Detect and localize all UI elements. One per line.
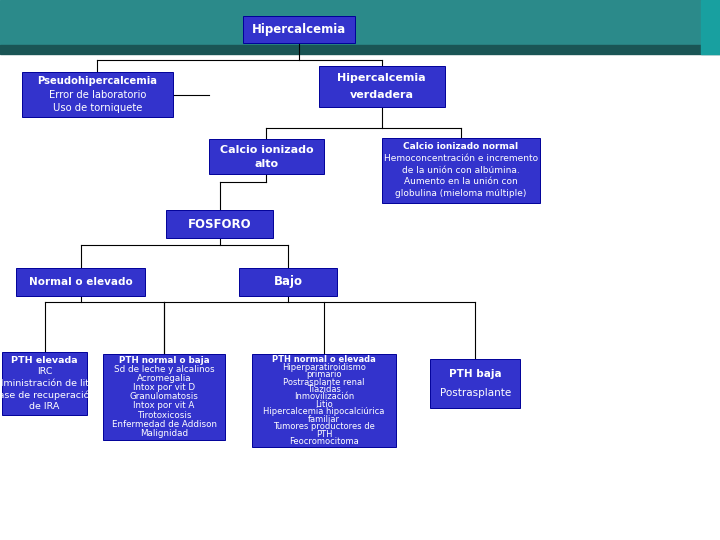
Text: Litio: Litio xyxy=(315,400,333,409)
Text: PTH: PTH xyxy=(316,430,332,438)
Text: PTH elevada: PTH elevada xyxy=(12,356,78,364)
FancyBboxPatch shape xyxy=(431,359,521,408)
Text: Sd de leche y alcalinos: Sd de leche y alcalinos xyxy=(114,365,215,374)
Text: Intox por vit A: Intox por vit A xyxy=(133,402,195,410)
Text: Inmovilización: Inmovilización xyxy=(294,393,354,401)
Text: Tumores productores de: Tumores productores de xyxy=(273,422,375,431)
FancyBboxPatch shape xyxy=(382,138,540,202)
Text: verdadera: verdadera xyxy=(350,90,413,99)
Text: FOSFORO: FOSFORO xyxy=(188,218,251,231)
Text: Acromegalia: Acromegalia xyxy=(137,374,192,383)
Text: primario: primario xyxy=(306,370,342,379)
Text: IRC: IRC xyxy=(37,367,53,376)
FancyBboxPatch shape xyxy=(2,352,87,415)
FancyBboxPatch shape xyxy=(209,139,324,174)
Text: PTH normal o elevada: PTH normal o elevada xyxy=(272,355,376,364)
Text: de IRA: de IRA xyxy=(30,402,60,411)
Text: Malignidad: Malignidad xyxy=(140,429,188,438)
Text: Postrasplante renal: Postrasplante renal xyxy=(283,377,365,387)
Text: Hipercalcemia: Hipercalcemia xyxy=(252,23,346,36)
Text: alto: alto xyxy=(254,159,279,168)
Text: Error de laboratorio: Error de laboratorio xyxy=(48,90,146,99)
Text: PTH baja: PTH baja xyxy=(449,369,502,379)
Text: Hipercalcemia: Hipercalcemia xyxy=(337,73,426,83)
Text: Fase de recuperación: Fase de recuperación xyxy=(0,390,95,400)
FancyBboxPatch shape xyxy=(252,354,396,447)
Text: Uso de torniquete: Uso de torniquete xyxy=(53,103,142,113)
Bar xyxy=(0,45,720,54)
Text: Pseudohipercalcemia: Pseudohipercalcemia xyxy=(37,76,157,86)
Text: Aumento en la unión con: Aumento en la unión con xyxy=(404,177,518,186)
Bar xyxy=(0,0,720,46)
Text: Postrasplante: Postrasplante xyxy=(440,388,510,398)
Text: Enfermedad de Addison: Enfermedad de Addison xyxy=(112,420,217,429)
Text: Administración de litio: Administración de litio xyxy=(0,379,98,388)
FancyBboxPatch shape xyxy=(103,354,225,440)
Text: Hemoconcentración e incremento: Hemoconcentración e incremento xyxy=(384,154,538,163)
Text: Calcio ionizado normal: Calcio ionizado normal xyxy=(403,142,518,151)
FancyBboxPatch shape xyxy=(319,66,444,106)
Text: de la unión con albúmina.: de la unión con albúmina. xyxy=(402,166,520,174)
Text: Tiazidas: Tiazidas xyxy=(307,385,341,394)
FancyBboxPatch shape xyxy=(22,71,173,117)
FancyBboxPatch shape xyxy=(239,268,337,296)
FancyBboxPatch shape xyxy=(166,210,273,238)
Bar xyxy=(701,0,720,54)
Text: Granulomatosis: Granulomatosis xyxy=(130,393,199,401)
Text: familiar: familiar xyxy=(308,415,340,424)
Text: Feocromocitoma: Feocromocitoma xyxy=(289,437,359,446)
Text: Bajo: Bajo xyxy=(274,275,302,288)
Text: Tirotoxicosis: Tirotoxicosis xyxy=(137,410,192,420)
FancyBboxPatch shape xyxy=(243,16,354,43)
Text: Hipercalcemia hipocalciúrica: Hipercalcemia hipocalciúrica xyxy=(264,407,384,416)
Text: Hiperparatiroidismo: Hiperparatiroidismo xyxy=(282,363,366,372)
Text: globulina (mieloma múltiple): globulina (mieloma múltiple) xyxy=(395,189,526,198)
Text: PTH normal o baja: PTH normal o baja xyxy=(119,356,210,365)
Text: Normal o elevado: Normal o elevado xyxy=(29,277,132,287)
Text: Intox por vit D: Intox por vit D xyxy=(133,383,195,392)
Text: Calcio ionizado: Calcio ionizado xyxy=(220,145,313,154)
FancyBboxPatch shape xyxy=(16,268,145,296)
